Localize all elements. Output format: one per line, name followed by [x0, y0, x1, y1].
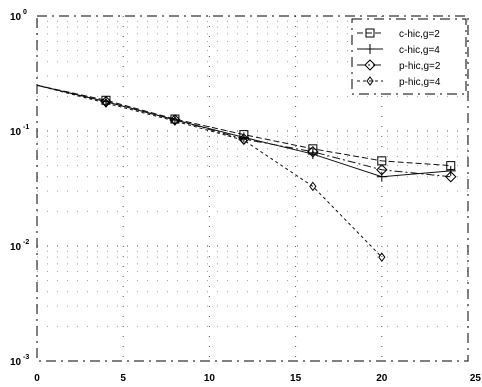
y-tick-exponent: 0 [23, 9, 27, 16]
marker-diamond-small [366, 76, 374, 86]
y-tick-exponent: -3 [23, 354, 29, 361]
x-tick-label: 10 [204, 373, 216, 384]
y-tick-label: 10 [10, 242, 22, 253]
series-4 [36, 84, 386, 262]
x-tick-label: 15 [290, 373, 302, 384]
y-tick-exponent: -1 [23, 124, 29, 131]
y-tick-label: 10 [10, 12, 22, 23]
marker-diamond [307, 146, 319, 158]
legend-label: c-hic,g=4 [399, 45, 440, 56]
x-tick-label: 5 [120, 373, 126, 384]
series-line [36, 84, 451, 167]
marker-plus [376, 171, 387, 182]
marker-diamond-small [309, 181, 317, 192]
legend-label: c-hic,g=2 [399, 29, 440, 40]
legend-label: p-hic,g=2 [399, 61, 441, 72]
series-3 [36, 84, 457, 183]
marker-diamond-small [378, 252, 386, 262]
x-tick-label: 25 [470, 373, 482, 384]
marker-diamond [364, 59, 376, 71]
series-1 [36, 84, 456, 171]
legend-label: p-hic,g=4 [399, 77, 441, 88]
marker-square [365, 28, 375, 38]
y-tick-exponent: -2 [23, 239, 29, 246]
y-tick-label: 10 [10, 127, 22, 138]
y-tick-label: 10 [10, 357, 22, 368]
marker-diamond-small [102, 98, 110, 108]
legend: c-hic,g=2 c-hic,g=4 p-hic,g=2 p-hic,g=4 [351, 18, 467, 95]
marker-plus [445, 165, 456, 176]
x-tick-label: 20 [376, 373, 388, 384]
series-line [36, 84, 383, 258]
x-tick-label: 0 [34, 373, 40, 384]
marker-diamond-small [171, 116, 179, 126]
series-layer [36, 84, 457, 262]
marker-diamond [445, 171, 457, 183]
marker-diamond-small [240, 135, 248, 146]
marker-diamond [376, 164, 388, 176]
series-line [36, 84, 451, 178]
marker-plus [365, 44, 375, 54]
plot-frame [36, 15, 469, 362]
